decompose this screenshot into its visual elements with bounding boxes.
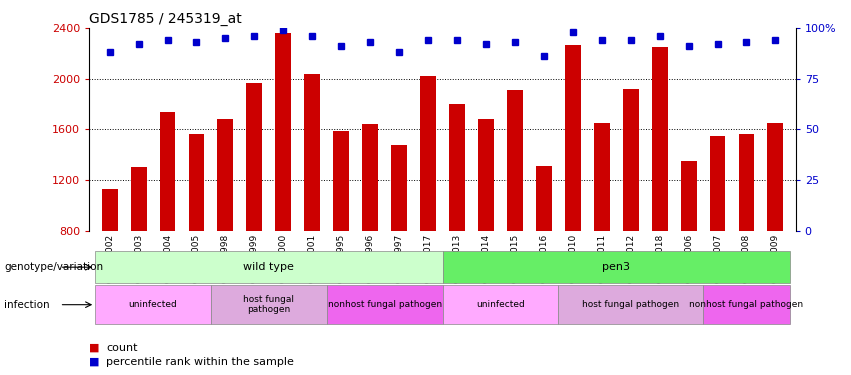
Bar <box>276 33 291 231</box>
Bar <box>189 135 204 231</box>
Text: host fungal
pathogen: host fungal pathogen <box>243 295 294 314</box>
Bar <box>363 124 378 231</box>
Bar <box>101 189 117 231</box>
Bar <box>478 119 494 231</box>
Text: nonhost fungal pathogen: nonhost fungal pathogen <box>689 300 803 309</box>
Bar <box>681 161 696 231</box>
Bar <box>159 112 175 231</box>
Bar <box>334 130 349 231</box>
Bar <box>247 82 262 231</box>
Text: ■: ■ <box>89 343 100 353</box>
Bar <box>623 89 638 231</box>
Bar <box>449 104 465 231</box>
Text: host fungal pathogen: host fungal pathogen <box>582 300 679 309</box>
Bar <box>768 123 784 231</box>
Text: uninfected: uninfected <box>129 300 177 309</box>
Text: pen3: pen3 <box>603 262 631 272</box>
Text: wild type: wild type <box>243 262 294 272</box>
Text: nonhost fungal pathogen: nonhost fungal pathogen <box>328 300 442 309</box>
Text: genotype/variation: genotype/variation <box>4 262 103 272</box>
Bar <box>305 74 320 231</box>
Bar <box>130 167 146 231</box>
Bar <box>652 47 667 231</box>
Text: GDS1785 / 245319_at: GDS1785 / 245319_at <box>89 12 242 26</box>
Bar <box>594 123 609 231</box>
Bar <box>710 136 726 231</box>
Text: infection: infection <box>4 300 50 310</box>
Text: uninfected: uninfected <box>476 300 525 309</box>
Bar <box>507 90 523 231</box>
Text: percentile rank within the sample: percentile rank within the sample <box>106 357 294 367</box>
Bar <box>218 119 233 231</box>
Bar <box>536 166 551 231</box>
Bar <box>420 76 436 231</box>
Text: count: count <box>106 343 138 353</box>
Bar <box>391 145 407 231</box>
Bar <box>565 45 580 231</box>
Text: ■: ■ <box>89 357 100 367</box>
Bar <box>739 135 755 231</box>
